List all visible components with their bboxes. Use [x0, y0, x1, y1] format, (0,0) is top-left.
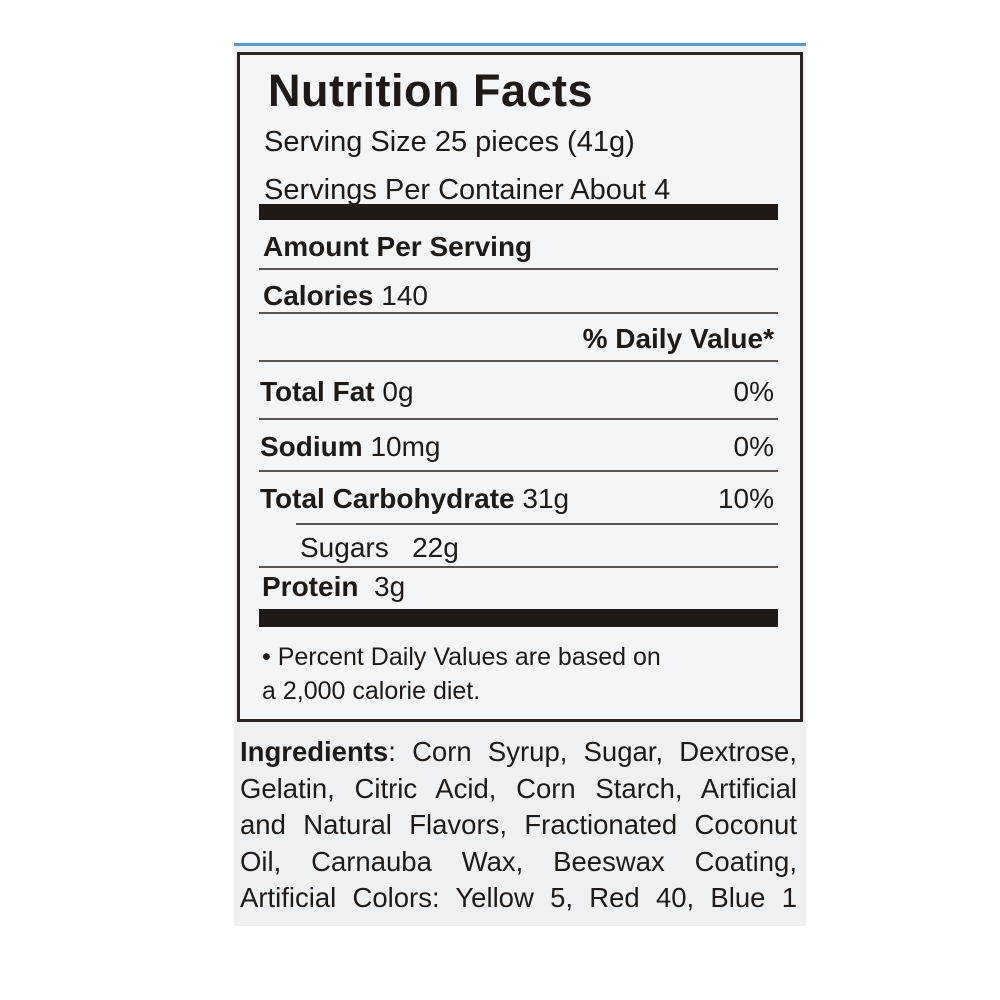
nutrient-row-sodium: Sodium 10mg — [260, 433, 441, 461]
daily-value-header: % Daily Value* — [582, 323, 774, 354]
nutrient-dv: 0% — [733, 431, 774, 462]
thick-divider — [259, 204, 778, 220]
footnote-line-1: • Percent Daily Values are based on — [262, 643, 661, 671]
ingredients-line: Gelatin, Citric Acid, Corn Starch, Artif… — [240, 772, 797, 804]
divider — [296, 523, 778, 525]
nutrient-dv: 0% — [733, 376, 774, 407]
divider — [259, 268, 778, 270]
thick-divider — [259, 609, 778, 627]
nutrient-name: Total Carbohydrate — [260, 483, 515, 514]
calories-row: Calories 140 — [263, 282, 428, 310]
nutrient-amount: 22g — [412, 532, 459, 563]
divider — [259, 360, 778, 362]
nutrient-dv: 10% — [717, 483, 774, 514]
amount-per-serving: Amount Per Serving — [263, 231, 533, 262]
nutrient-amount: 3g — [374, 571, 406, 602]
panel-title: Nutrition Facts — [268, 65, 594, 116]
ingredients-line: and Natural Flavors, Fractionated Coconu… — [240, 809, 797, 841]
calories-value: 140 — [381, 280, 428, 311]
footnote-line-2: a 2,000 calorie diet. — [262, 677, 481, 705]
divider — [259, 566, 778, 568]
nutrient-amount: 31g — [522, 483, 570, 514]
ingredients-heading: Ingredients — [240, 736, 389, 767]
nutrient-name: Total Fat — [260, 376, 375, 407]
serving-size: Serving Size 25 pieces (41g) — [264, 126, 635, 158]
nutrient-row-sugars: Sugars 22g — [300, 534, 459, 562]
nutrient-row-total-carbohydrate: Total Carbohydrate 31g — [260, 485, 569, 513]
ingredients-line: Oil, Carnauba Wax, Beeswax Coating, — [240, 845, 797, 877]
ingredients-line: Artificial Colors: Yellow 5, Red 40, Blu… — [240, 882, 797, 914]
ingredients-list: Ingredients: Corn Syrup, Sugar, Dextrose… — [240, 734, 797, 917]
divider — [259, 312, 778, 314]
nutrient-amount: 0g — [382, 376, 414, 407]
nutrient-name: Sugars — [300, 532, 389, 563]
nutrient-amount: 10mg — [370, 431, 441, 462]
nutrient-name: Sodium — [260, 431, 363, 462]
nutrient-name: Protein — [262, 571, 359, 602]
ingredients-text: : Corn Syrup, Sugar, Dextrose, — [388, 736, 797, 767]
servings-per-container: Servings Per Container About 4 — [264, 174, 671, 206]
nutrient-row-protein: Protein 3g — [262, 573, 405, 601]
divider — [259, 418, 778, 420]
divider — [259, 470, 778, 472]
nutrient-row-total-fat: Total Fat 0g — [260, 378, 414, 406]
ingredients-line: Ingredients: Corn Syrup, Sugar, Dextrose… — [240, 734, 797, 771]
calories-label: Calories — [263, 280, 374, 311]
